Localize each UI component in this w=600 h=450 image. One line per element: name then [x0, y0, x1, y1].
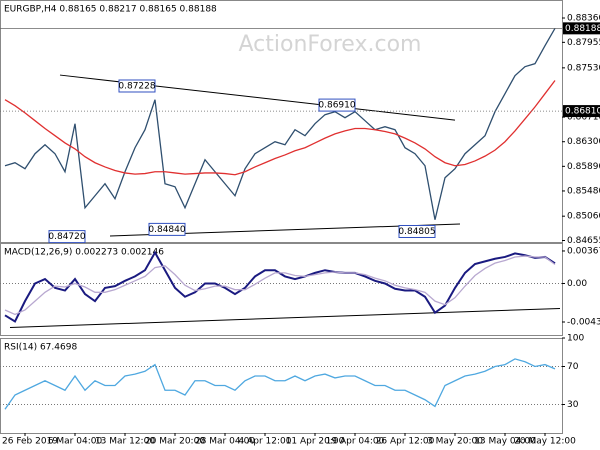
series-line — [4, 358, 556, 410]
annotation-box — [398, 224, 436, 238]
x-tick-label: 13 May 04:00 — [474, 437, 536, 447]
price-box — [563, 105, 600, 118]
panel-frame — [0, 338, 563, 434]
y-tick-label: 0.84655 — [567, 236, 600, 246]
panel-frame — [0, 243, 563, 336]
annotation-label: 0.87228 — [118, 81, 155, 91]
panel-title: MACD(12,26,9) 0.002273 0.002146 — [4, 248, 164, 258]
watermark: ActionForex.com — [239, 32, 422, 57]
x-tick-label: 20 May 12:00 — [514, 437, 576, 447]
price-box — [563, 22, 600, 35]
x-tick-label: 6 Mar 04:00 — [48, 437, 103, 447]
x-tick-label: 26 Apr 12:00 — [376, 437, 435, 447]
annotation-box — [148, 222, 186, 236]
y-tick-label: -0.004359 — [567, 317, 600, 327]
annotation-label: 0.84840 — [148, 225, 185, 235]
x-tick-label: 11 Apr 20:00 — [286, 437, 345, 447]
x-tick-label: 19 Apr 04:00 — [326, 437, 385, 447]
y-tick-label: 0.87955 — [567, 38, 600, 48]
annotation-box — [318, 98, 356, 112]
trendline — [9, 307, 561, 328]
price-label: 0.86810 — [565, 107, 600, 117]
y-tick-label: 70 — [567, 362, 579, 372]
x-tick-label: 20 Mar 20:00 — [145, 437, 205, 447]
y-tick-label: 0.00 — [567, 279, 587, 289]
x-tick-label: 26 Feb 2019 — [2, 437, 58, 447]
price-label: 0.88188 — [565, 24, 600, 34]
annotation-label: 0.86910 — [318, 101, 355, 111]
annotation-label: 0.84720 — [48, 232, 85, 242]
annotation-box — [118, 79, 156, 93]
series-line — [4, 28, 556, 220]
series-line — [4, 255, 556, 316]
y-tick-label: 30 — [567, 400, 579, 410]
y-tick-label: 100 — [567, 334, 584, 344]
x-tick-label: 28 Mar 04:00 — [195, 437, 255, 447]
y-tick-label: 0.003678 — [567, 246, 600, 256]
x-tick-label: 4 Apr 12:00 — [239, 437, 292, 447]
x-tick-label: 13 Mar 12:00 — [95, 437, 155, 447]
series-line — [4, 80, 556, 176]
annotation-box — [48, 230, 86, 244]
x-tick-label: 3 May 20:00 — [427, 437, 483, 447]
panel-title: EURGBP,H4 0.88165 0.88217 0.88165 0.8818… — [4, 5, 217, 15]
panel-title: RSI(14) 67.4698 — [4, 343, 77, 353]
annotation-label: 0.84805 — [398, 227, 435, 237]
panel-frame — [0, 0, 563, 243]
